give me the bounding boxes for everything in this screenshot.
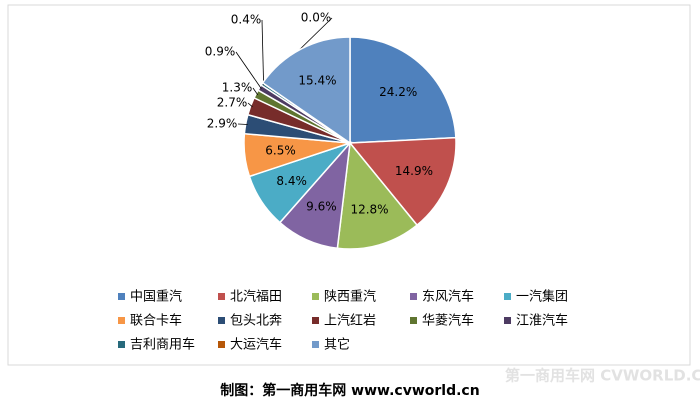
legend-label: 一汽集团 <box>516 289 568 305</box>
legend-label: 联合卡车 <box>130 313 182 329</box>
watermark: 第一商用车网 CVWORLD.CN <box>505 367 700 385</box>
data-label: 14.9% <box>395 164 433 178</box>
data-label: 24.2% <box>379 85 417 99</box>
legend-swatch <box>218 317 225 324</box>
data-label: 0.4% <box>231 13 262 27</box>
legend-label: 吉利商用车 <box>130 337 195 353</box>
data-label: 12.8% <box>350 203 388 217</box>
legend-label: 大运汽车 <box>230 337 282 353</box>
legend-swatch <box>410 317 417 324</box>
legend-swatch <box>118 341 125 348</box>
legend-label: 华菱汽车 <box>422 313 474 329</box>
data-label: 0.0% <box>301 11 332 25</box>
legend-label: 北汽福田 <box>230 290 282 305</box>
data-label: 2.9% <box>207 117 238 131</box>
legend-label: 其它 <box>324 337 350 353</box>
legend-swatch <box>312 341 319 348</box>
legend-swatch <box>218 293 225 300</box>
legend-swatch <box>218 341 225 348</box>
legend-swatch <box>504 317 511 324</box>
legend-swatch <box>118 293 125 300</box>
legend-swatch <box>118 317 125 324</box>
legend-swatch <box>410 293 417 300</box>
data-label: 15.4% <box>298 74 336 88</box>
legend-label: 东风汽车 <box>422 289 474 305</box>
data-label: 6.5% <box>265 144 296 158</box>
caption: 制图：第一商用车网 www.cvworld.cn <box>220 382 479 399</box>
legend-swatch <box>504 293 511 300</box>
data-label: 9.6% <box>306 199 337 213</box>
legend-label: 包头北奔 <box>230 314 282 329</box>
data-label: 0.9% <box>205 45 236 59</box>
legend-label: 陕西重汽 <box>324 289 376 305</box>
legend-label: 上汽红岩 <box>324 313 376 329</box>
data-label: 1.3% <box>222 81 253 95</box>
legend-swatch <box>312 293 319 300</box>
data-label: 2.7% <box>217 96 248 110</box>
legend-label: 中国重汽 <box>130 289 182 305</box>
data-label: 8.4% <box>276 174 307 188</box>
legend-label: 江淮汽车 <box>516 313 568 329</box>
legend-swatch <box>312 317 319 324</box>
